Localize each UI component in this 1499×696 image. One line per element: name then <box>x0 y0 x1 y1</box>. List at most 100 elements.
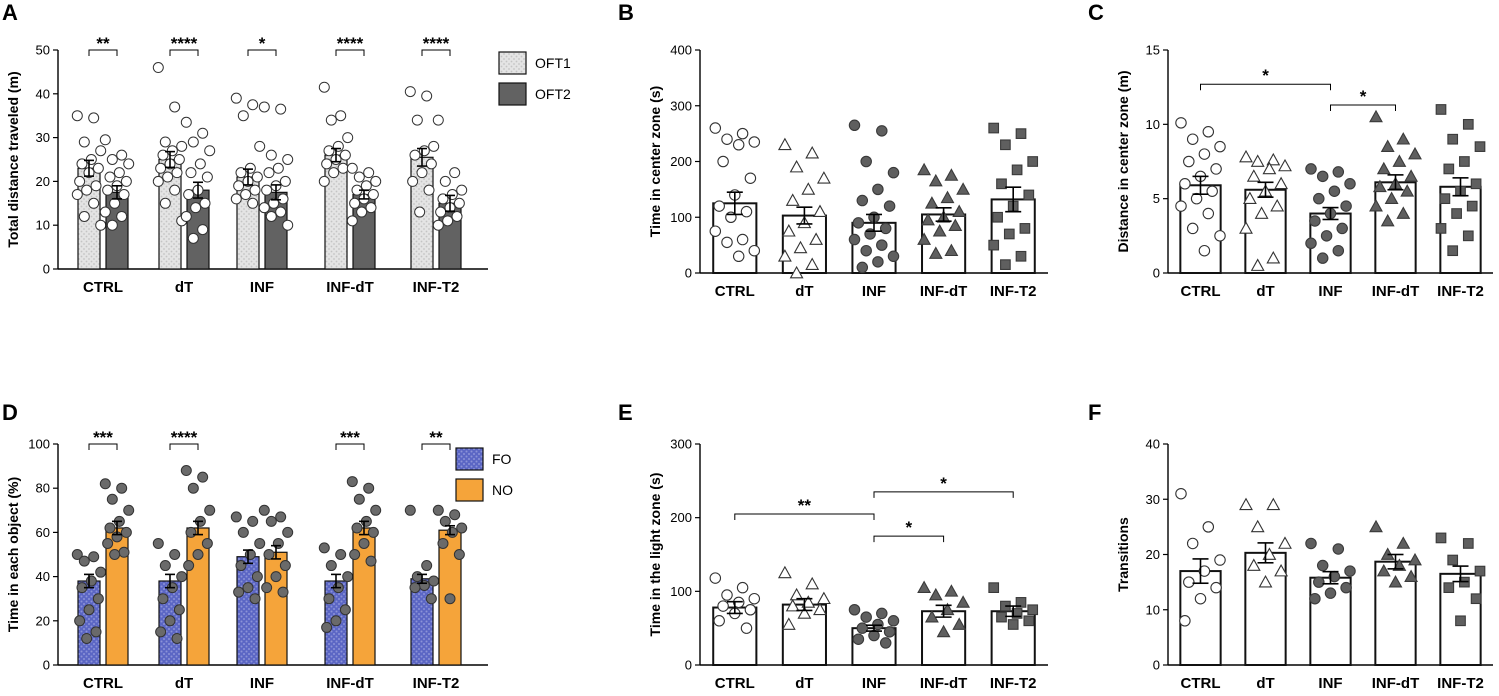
data-point <box>732 139 745 151</box>
data-point <box>1455 615 1466 627</box>
x-tick-label: INF-dT <box>326 675 373 692</box>
data-point <box>1305 163 1317 175</box>
data-point <box>1019 223 1031 234</box>
significance-bracket <box>421 49 451 56</box>
data-point <box>1470 593 1482 605</box>
data-point <box>282 219 294 231</box>
significance-label: *** <box>93 428 113 447</box>
panel-letter: D <box>2 400 18 425</box>
data-point <box>1198 244 1211 257</box>
y-axis-label: Time in each object (%) <box>5 477 21 632</box>
data-point <box>1466 200 1478 212</box>
data-point <box>879 222 892 235</box>
data-point <box>104 171 116 183</box>
data-point <box>363 482 375 494</box>
data-point <box>318 542 330 554</box>
data-point <box>152 537 164 549</box>
data-point <box>1408 552 1422 566</box>
data-point <box>113 167 125 179</box>
data-point <box>190 202 202 214</box>
data-point <box>185 167 197 179</box>
data-point <box>1404 569 1419 582</box>
data-point <box>176 571 188 583</box>
data-point <box>1439 193 1451 205</box>
data-point <box>887 250 900 263</box>
data-point <box>349 197 361 209</box>
data-point <box>230 511 242 523</box>
data-point <box>1186 133 1199 145</box>
data-point <box>409 582 421 594</box>
data-point <box>856 194 869 207</box>
data-point <box>249 593 261 605</box>
data-point <box>237 526 249 538</box>
data-point <box>1000 259 1011 270</box>
data-point <box>155 162 167 174</box>
y-tick-label: 100 <box>670 210 692 225</box>
data-point <box>456 184 468 196</box>
data-point <box>339 149 351 161</box>
data-point <box>1214 230 1226 242</box>
data-point <box>453 197 465 209</box>
x-tick-label: INF <box>250 675 274 692</box>
y-tick-label: 100 <box>670 584 692 599</box>
data-point <box>1305 537 1317 550</box>
data-point <box>848 119 861 132</box>
data-point <box>439 175 451 187</box>
significance-bracket <box>734 513 875 520</box>
data-point <box>102 537 114 549</box>
data-point <box>194 158 206 170</box>
data-point <box>1175 117 1187 129</box>
x-tick-label: INF-T2 <box>1437 675 1484 692</box>
data-point <box>162 171 174 183</box>
data-point <box>169 101 181 113</box>
data-point <box>159 136 171 148</box>
data-point <box>1332 543 1345 555</box>
data-point <box>805 146 820 159</box>
data-point <box>709 122 722 134</box>
data-point <box>265 515 277 527</box>
data-point <box>944 168 959 181</box>
data-point <box>258 504 270 516</box>
x-tick-label: CTRL <box>715 283 755 300</box>
data-point <box>261 184 273 196</box>
data-point <box>349 549 361 560</box>
data-point <box>1474 141 1486 152</box>
data-point <box>99 134 111 146</box>
data-point <box>258 101 270 113</box>
data-point <box>748 136 761 148</box>
significance-bracket <box>88 49 118 56</box>
data-point <box>233 180 245 192</box>
data-point <box>418 579 430 591</box>
significance-bracket <box>421 443 451 450</box>
data-point <box>1369 519 1383 533</box>
data-point <box>411 114 423 126</box>
data-point <box>717 155 729 168</box>
data-point <box>95 566 107 578</box>
data-point <box>157 593 169 605</box>
data-point <box>1015 250 1027 262</box>
data-point <box>1344 178 1356 190</box>
y-axis-label: Total distance traveled (m) <box>5 71 21 247</box>
data-point <box>721 589 733 601</box>
data-point <box>1254 206 1269 219</box>
panel-C: C 0 5 10 15 Distance in center zone (m) CTRL dT… <box>1088 0 1493 300</box>
data-point <box>777 137 792 151</box>
data-point <box>813 204 827 218</box>
data-point <box>1313 576 1325 588</box>
data-point <box>270 571 282 583</box>
data-point <box>789 265 804 279</box>
data-point <box>444 593 456 605</box>
significance-bracket <box>873 491 1014 498</box>
data-point <box>323 145 335 157</box>
data-point <box>1274 176 1289 190</box>
data-point <box>346 162 358 174</box>
data-point <box>887 615 900 627</box>
data-point <box>180 116 192 128</box>
y-axis-label: Time in the light zone (s) <box>647 473 663 637</box>
data-point <box>713 200 725 212</box>
significance-label: ** <box>96 34 110 53</box>
x-tick-label: INF <box>250 279 274 296</box>
data-point <box>1262 161 1277 175</box>
data-point <box>1246 169 1261 182</box>
significance-bracket <box>1200 83 1331 91</box>
